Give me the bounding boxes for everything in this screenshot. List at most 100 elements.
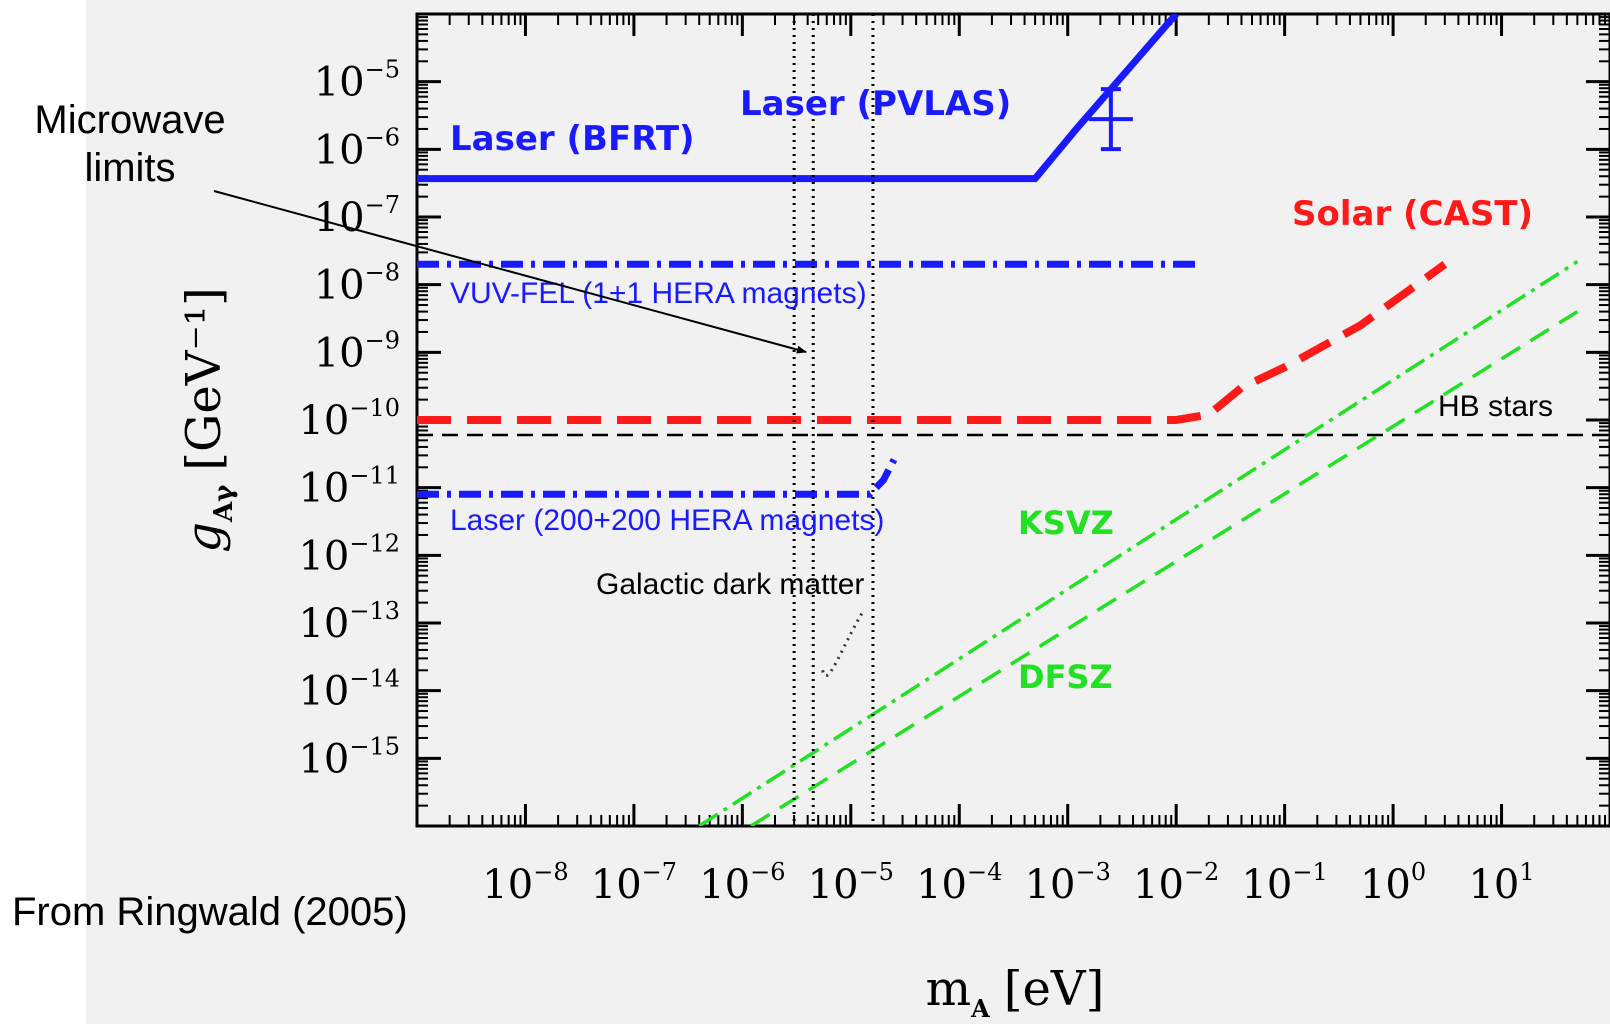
x-tick-label: 100 <box>1360 858 1426 908</box>
x-tick-base: 10 <box>1468 862 1519 908</box>
x-tick-base: 10 <box>1241 862 1292 908</box>
x-axis-subscript: A <box>970 994 990 1023</box>
y-tick-label: 10−11 <box>298 462 400 512</box>
x-tick-exponent: −8 <box>533 858 568 886</box>
x-tick-exponent: 0 <box>1411 858 1426 886</box>
x-tick-label: 10−5 <box>808 858 894 908</box>
x-tick-base: 10 <box>699 862 750 908</box>
y-tick-base: 10 <box>298 466 349 512</box>
y-tick-exponent: −7 <box>365 191 400 219</box>
series-ksvz <box>698 260 1579 826</box>
y-tick-label: 10−10 <box>298 394 400 444</box>
y-tick-label: 10−8 <box>314 259 400 309</box>
x-tick-base: 10 <box>1360 862 1411 908</box>
y-tick-label: 10−9 <box>314 326 400 376</box>
y-tick-base: 10 <box>314 60 365 106</box>
y-tick-exponent: −13 <box>349 597 400 625</box>
microwave-limits-arrow <box>213 190 807 354</box>
x-tick-base: 10 <box>1133 862 1184 908</box>
annotation-solar-cast: Solar (CAST) <box>1292 194 1533 234</box>
series-laser-200-200-hera-magnets <box>417 457 898 498</box>
y-tick-exponent: −8 <box>365 259 400 287</box>
y-tick-base: 10 <box>314 195 365 241</box>
annotation-laser-bfrt: Laser (BFRT) <box>450 119 695 159</box>
y-tick-exponent: −10 <box>349 394 400 422</box>
x-tick-exponent: 1 <box>1519 858 1534 886</box>
series-solar-cast <box>417 261 1448 424</box>
x-tick-exponent: −7 <box>642 858 677 886</box>
dark-matter-curve <box>821 610 865 678</box>
annotation-hb-stars: HB stars <box>1438 390 1553 423</box>
x-axis-unit: [eV] <box>1004 961 1105 1017</box>
major-ticks <box>417 14 1610 826</box>
x-tick-base: 10 <box>1025 862 1076 908</box>
annotation-dfsz: DFSZ <box>1018 658 1113 696</box>
microwave-limits-note: Microwave limits <box>12 96 248 192</box>
x-tick-base: 10 <box>808 862 859 908</box>
y-tick-exponent: −12 <box>349 529 400 557</box>
x-tick-label: 10−8 <box>482 858 568 908</box>
annotation-galactic-dark-matter: Galactic dark matter <box>596 568 864 601</box>
y-tick-base: 10 <box>298 736 349 782</box>
y-tick-label: 10−15 <box>298 732 400 782</box>
x-tick-label: 10−4 <box>916 858 1002 908</box>
x-tick-exponent: −1 <box>1292 858 1327 886</box>
series-laser-bfrt <box>417 14 1179 183</box>
x-tick-exponent: −2 <box>1184 858 1219 886</box>
x-tick-label: 10−7 <box>591 858 677 908</box>
x-tick-base: 10 <box>591 862 642 908</box>
x-tick-base: 10 <box>482 862 533 908</box>
y-axis-unit: [GeV⁻¹] <box>176 287 232 470</box>
y-tick-labels: 10−510−610−710−810−910−1010−1110−1210−13… <box>298 56 400 783</box>
y-tick-base: 10 <box>298 669 349 715</box>
x-axis-symbol: m <box>926 961 972 1017</box>
minor-ticks <box>417 14 1610 826</box>
x-tick-base: 10 <box>916 862 967 908</box>
note-line-1: Microwave <box>34 98 226 142</box>
y-tick-base: 10 <box>298 601 349 647</box>
y-axis-subscript: Aγ <box>209 484 239 523</box>
x-tick-label: 10−3 <box>1025 858 1111 908</box>
x-tick-exponent: −5 <box>859 858 894 886</box>
y-tick-label: 10−13 <box>298 597 400 647</box>
y-tick-exponent: −15 <box>349 732 400 760</box>
y-tick-exponent: −11 <box>349 462 400 490</box>
y-tick-label: 10−5 <box>314 56 400 106</box>
annotation-vuv-fel: VUV-FEL (1+1 HERA magnets) <box>450 277 867 310</box>
y-tick-base: 10 <box>298 398 349 444</box>
y-tick-exponent: −6 <box>365 123 400 151</box>
plot-panel <box>86 0 1610 1024</box>
x-tick-exponent: −6 <box>750 858 785 886</box>
y-tick-base: 10 <box>298 533 349 579</box>
x-axis-label: mA [eV] <box>926 961 1105 1023</box>
note-line-2: limits <box>84 146 176 190</box>
y-tick-label: 10−12 <box>298 529 400 579</box>
series-galactic-dark-matter <box>792 14 875 826</box>
y-tick-base: 10 <box>314 330 365 376</box>
x-tick-labels: 10−8 10−7 10−6 10−5 10−4 10−3 10−2 10−1 100 101 <box>482 858 1534 908</box>
x-tick-label: 10−2 <box>1133 858 1219 908</box>
y-tick-base: 10 <box>314 263 365 309</box>
y-axis-symbol: g <box>176 522 232 553</box>
y-tick-exponent: −14 <box>349 665 400 693</box>
annotation-laser-hera-200: Laser (200+200 HERA magnets) <box>450 504 884 537</box>
y-tick-exponent: −5 <box>365 56 400 84</box>
x-tick-exponent: −4 <box>967 858 1002 886</box>
y-tick-label: 10−7 <box>314 191 400 241</box>
x-tick-label: 10−1 <box>1241 858 1327 908</box>
y-axis-label: gAγ [GeV⁻¹] <box>176 287 239 553</box>
source-credit: From Ringwald (2005) <box>12 890 408 934</box>
annotation-laser-pvlas: Laser (PVLAS) <box>740 84 1011 124</box>
x-tick-label: 101 <box>1468 858 1534 908</box>
x-tick-exponent: −3 <box>1075 858 1110 886</box>
annotation-ksvz: KSVZ <box>1018 504 1114 542</box>
x-tick-label: 10−6 <box>699 858 785 908</box>
y-tick-label: 10−14 <box>298 665 400 715</box>
series-dfsz <box>750 310 1579 826</box>
y-tick-base: 10 <box>314 127 365 173</box>
series-layer <box>417 14 1610 826</box>
y-tick-exponent: −9 <box>365 326 400 354</box>
series-laser-pvlas <box>1088 87 1133 152</box>
y-tick-label: 10−6 <box>314 123 400 173</box>
